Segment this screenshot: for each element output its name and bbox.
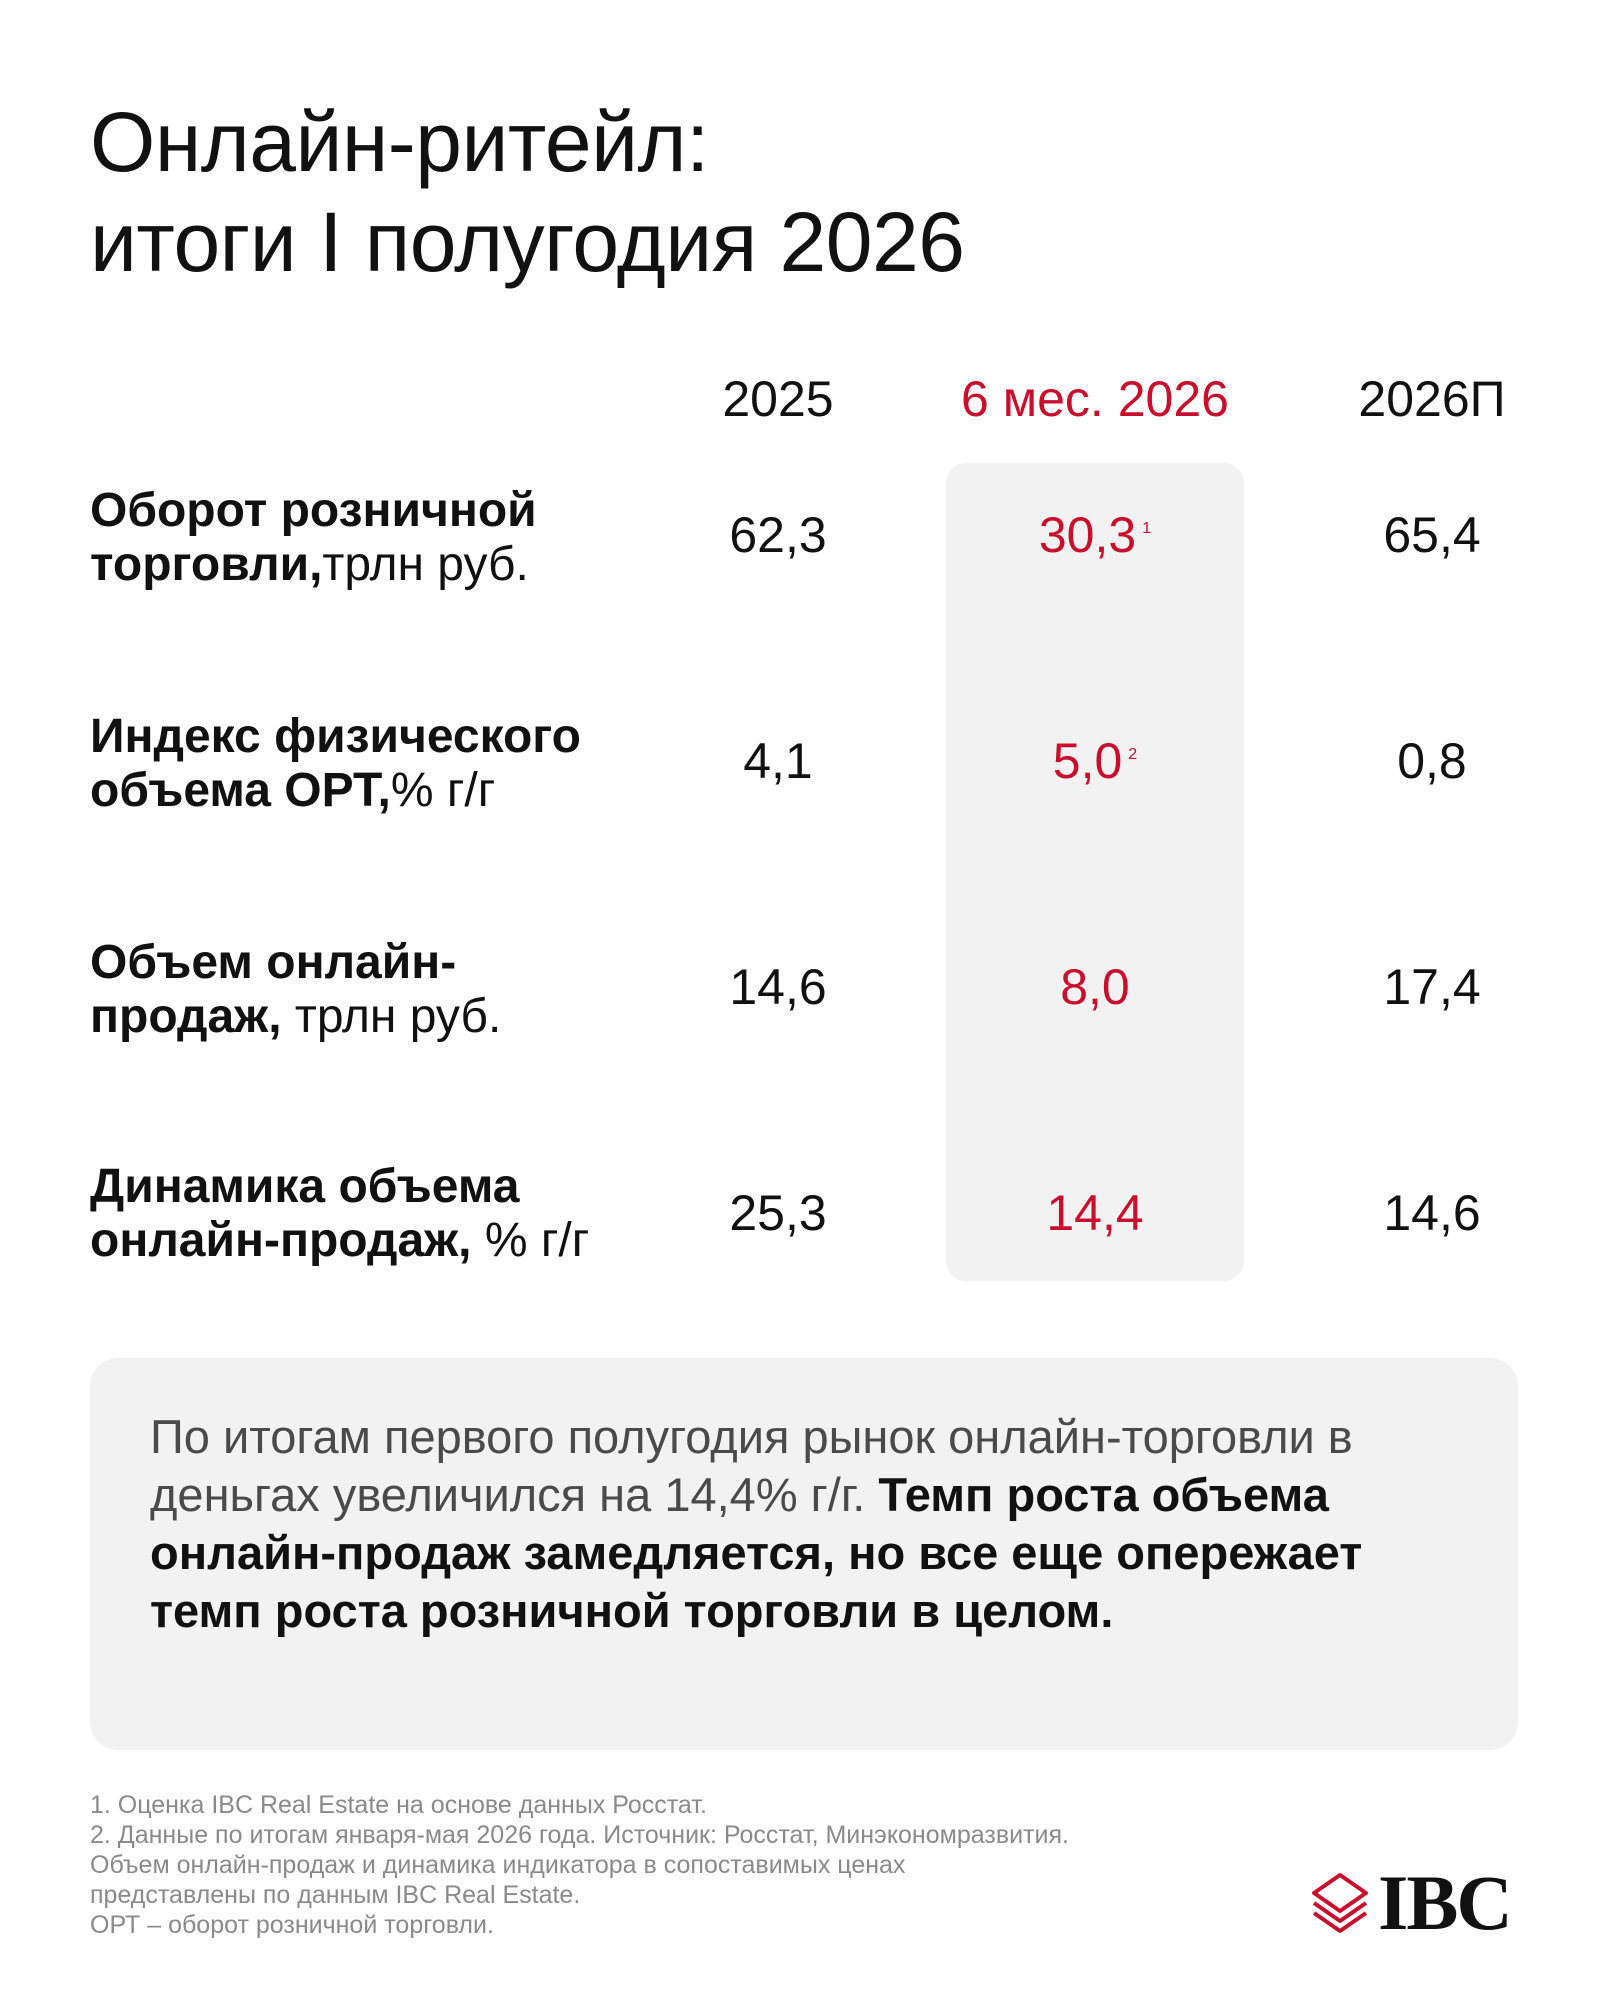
row-label-online-sales-dynamics: Динамика объема онлайн-продаж, % г/г — [90, 1160, 730, 1268]
footnote-5: ОРТ – оборот розничной торговли. — [90, 1911, 494, 1939]
row-label-unit: % г/г — [390, 764, 496, 817]
summary-panel: По итогам первого полугодия рынок онлайн… — [90, 1358, 1518, 1750]
value-6m-2026: 30,3 1 — [935, 505, 1255, 565]
value-6m-2026: 8,0 — [1060, 959, 1130, 1015]
value-2025: 4,1 — [743, 733, 813, 789]
value-6m-text: 30,3 — [1038, 507, 1137, 563]
footnote-2: 2. Данные по итогам января-мая 2026 года… — [90, 1821, 1069, 1849]
value-2026-forecast: 0,8 — [1397, 733, 1467, 789]
footnotes: 1. Оценка IBC Real Estate на основе данн… — [90, 1790, 1390, 1940]
row-label-retail-turnover: Оборот розничной торговли,трлн руб. — [90, 484, 730, 592]
row-label-line-2: объема ОРТ, — [90, 764, 391, 817]
value-2025: 14,6 — [729, 959, 827, 1015]
value-6m-2026: 14,4 — [1046, 1185, 1144, 1241]
row-label-line-2: онлайн-продаж, — [90, 1214, 472, 1267]
row-label-online-sales-volume: Объем онлайн- продаж, трлн руб. — [90, 936, 730, 1044]
row-label-unit: трлн руб. — [281, 990, 502, 1043]
summary-text: По итогам первого полугодия рынок онлайн… — [150, 1408, 1480, 1640]
value-6m-2026: 5,0 2 — [935, 731, 1255, 791]
column-header-2025: 2025 — [722, 371, 834, 427]
footnote-marker: 1 — [1142, 520, 1152, 537]
stacked-layers-icon — [1310, 1871, 1370, 1935]
footnote-4: представлены по данным IBC Real Estate. — [90, 1881, 581, 1909]
title-line-1: Онлайн-ритейл: — [90, 95, 709, 189]
value-2026-forecast: 65,4 — [1383, 507, 1481, 563]
page-title: Онлайн-ритейл: итоги I полугодия 2026 — [90, 92, 965, 292]
value-2026-forecast: 17,4 — [1383, 959, 1481, 1015]
column-header-6m-2026: 6 мес. 2026 — [961, 371, 1229, 427]
footnote-3: Объем онлайн-продаж и динамика индикатор… — [90, 1851, 906, 1879]
logo-text: IBC — [1378, 1859, 1513, 1946]
row-label-line-2: продаж, — [90, 990, 282, 1043]
title-line-2: итоги I полугодия 2026 — [90, 195, 965, 289]
row-label-line-1: Объем онлайн- — [90, 936, 457, 989]
column-header-2026-forecast: 2026П — [1358, 371, 1506, 427]
value-6m-text: 5,0 — [1052, 733, 1123, 789]
row-label-line-2: торговли, — [90, 538, 323, 591]
row-label-line-1: Оборот розничной — [90, 484, 537, 537]
row-label-unit: трлн руб. — [322, 538, 529, 591]
row-label-unit: % г/г — [471, 1214, 590, 1267]
value-2026-forecast: 14,6 — [1383, 1185, 1481, 1241]
value-2025: 62,3 — [729, 507, 827, 563]
row-label-line-1: Динамика объема — [90, 1160, 520, 1213]
summary-text-strong: Темп роста объема онлайн-продаж замедляе… — [150, 1468, 1363, 1637]
row-label-line-1: Индекс физического — [90, 710, 581, 763]
footnote-marker: 2 — [1128, 746, 1138, 763]
summary-text-light: По итогам первого полугодия рынок онлайн… — [150, 1410, 1353, 1521]
row-label-physical-volume-index: Индекс физического объема ОРТ,% г/г — [90, 710, 730, 818]
ibc-logo: IBC — [1310, 1859, 1525, 1946]
value-2025: 25,3 — [729, 1185, 827, 1241]
footnote-1: 1. Оценка IBC Real Estate на основе данн… — [90, 1791, 707, 1819]
highlight-column-background — [946, 463, 1244, 1281]
